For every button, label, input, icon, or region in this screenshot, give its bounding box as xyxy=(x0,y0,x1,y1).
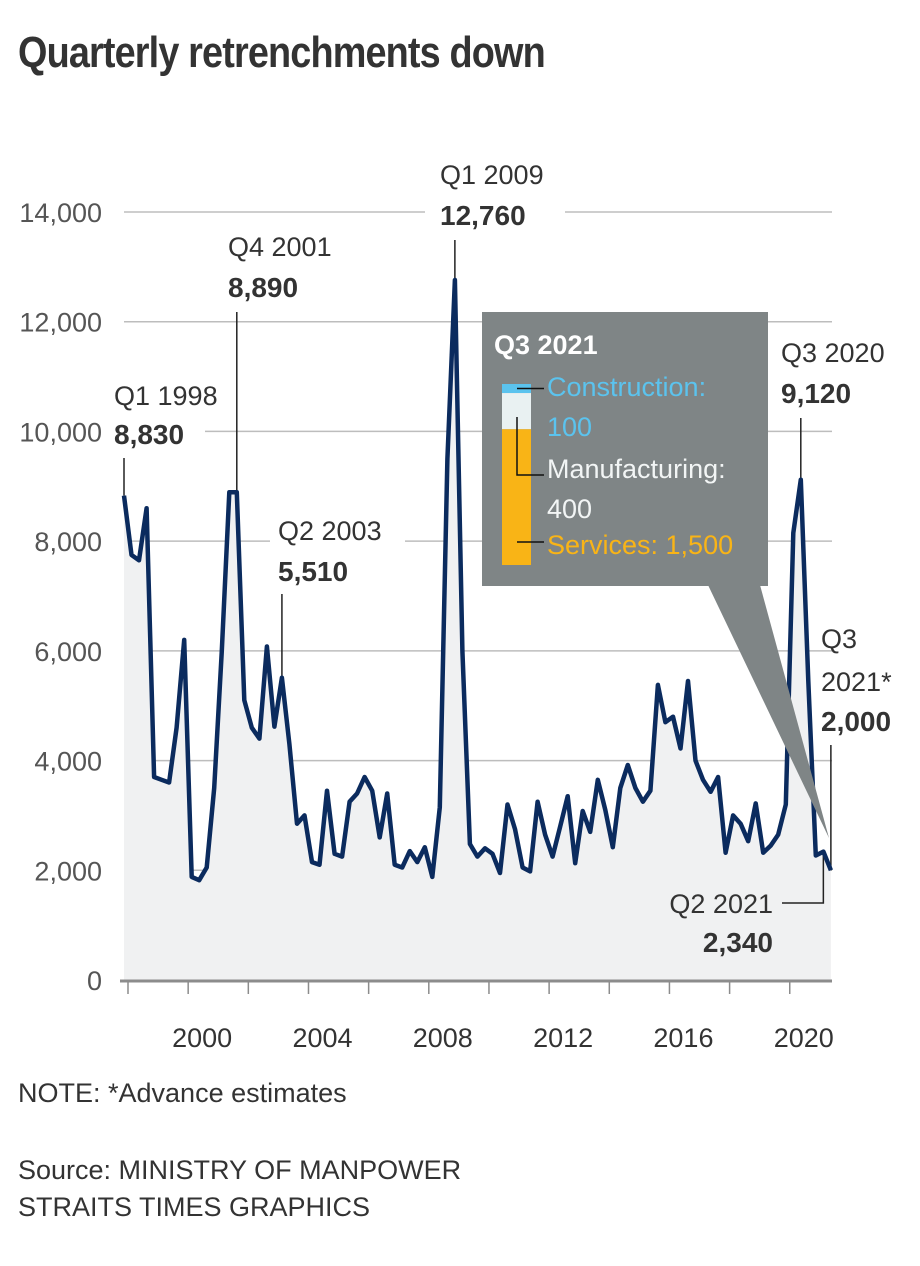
callout-pointer xyxy=(708,585,829,838)
footnote: NOTE: *Advance estimates xyxy=(18,1078,347,1108)
annotation-value: 9,120 xyxy=(781,378,851,409)
x-tick-label-2012: 2012 xyxy=(533,1023,593,1053)
annotation-period: Q2 2003 xyxy=(278,516,382,546)
annotation-value: 2,000 xyxy=(821,706,891,737)
y-tick-label-0: 0 xyxy=(87,966,102,996)
y-tick-label-8000: 8,000 xyxy=(34,527,102,557)
annotation-value: 5,510 xyxy=(278,556,348,587)
y-tick-label-14000: 14,000 xyxy=(19,198,102,228)
stacked-segment-construction xyxy=(502,384,531,394)
y-tick-label-2000: 2,000 xyxy=(34,856,102,886)
annotation-labels: Q1 1998 8,830 Q4 2001 8,890 Q2 2003 5,510 Q1 2… xyxy=(114,160,892,958)
annotation-leaders xyxy=(123,240,832,904)
x-axis-labels: 2000 2004 2008 2012 2016 2020 xyxy=(172,1023,834,1053)
label-manufacturing: Manufacturing: xyxy=(547,454,726,484)
y-tick-label-6000: 6,000 xyxy=(34,637,102,667)
leader-manufacturing xyxy=(516,417,544,476)
x-tick-label-2004: 2004 xyxy=(292,1023,352,1053)
label-services: Services: 1,500 xyxy=(547,530,733,560)
value-construction: 100 xyxy=(547,412,592,442)
y-tick-label-12000: 12,000 xyxy=(19,308,102,338)
breakdown-callout: Q3 2021 Construction: 100 Manufacturing: 400… xyxy=(482,312,829,838)
annotation-value: 2,340 xyxy=(703,927,773,958)
x-axis xyxy=(120,979,832,994)
x-tick-label-2020: 2020 xyxy=(774,1023,834,1053)
series-line xyxy=(121,277,833,883)
source-line-2: STRAITS TIMES GRAPHICS xyxy=(18,1192,371,1222)
annotation-period: Q3 2020 xyxy=(781,338,885,368)
chart-title: Quarterly retrenchments down xyxy=(18,28,546,77)
area-fill xyxy=(124,280,831,980)
label-construction: Construction: xyxy=(547,372,706,402)
series-line-layer xyxy=(121,277,833,883)
x-tick-label-2008: 2008 xyxy=(413,1023,473,1053)
annotation-value: 8,830 xyxy=(114,419,184,450)
value-manufacturing: 400 xyxy=(547,494,592,524)
annotation-period-line2: 2021* xyxy=(821,667,892,697)
annotation-period: Q2 2021 xyxy=(669,889,773,919)
annotation-period: Q1 2009 xyxy=(440,160,544,190)
annotation-value: 12,760 xyxy=(440,200,526,231)
area-fill-layer xyxy=(124,280,831,980)
annotation-period-line1: Q3 xyxy=(821,624,857,654)
y-axis-labels: 0 2,000 4,000 6,000 8,000 10,000 12,000 14,000 xyxy=(19,198,102,996)
x-tick-label-2000: 2000 xyxy=(172,1023,232,1053)
annotation-period: Q4 2001 xyxy=(228,232,332,262)
leader-line xyxy=(782,853,825,904)
y-tick-label-4000: 4,000 xyxy=(34,747,102,777)
source-credit: Source: MINISTRY OF MANPOWER STRAITS TIM… xyxy=(18,1152,461,1226)
x-tick-label-2016: 2016 xyxy=(653,1023,713,1053)
y-tick-label-10000: 10,000 xyxy=(19,417,102,447)
annotation-value: 8,890 xyxy=(228,272,298,303)
source-line-1: Source: MINISTRY OF MANPOWER xyxy=(18,1155,462,1185)
callout-title: Q3 2021 xyxy=(494,330,598,360)
annotation-period: Q1 1998 xyxy=(114,381,218,411)
